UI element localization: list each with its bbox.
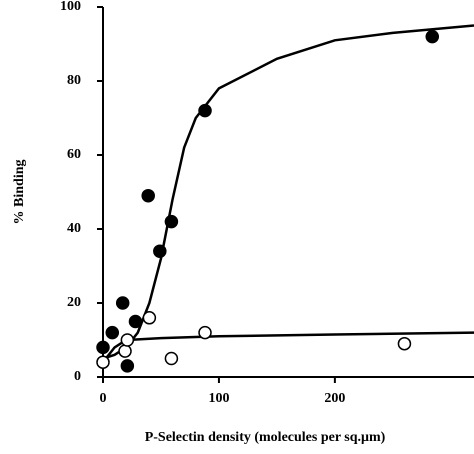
data-point <box>425 29 440 44</box>
data-point <box>141 188 155 203</box>
data-point <box>142 311 157 325</box>
data-point <box>105 325 120 340</box>
data-point <box>128 314 143 329</box>
data-point <box>198 325 212 340</box>
data-point <box>198 103 212 118</box>
y-tick-label: 80 <box>67 73 81 88</box>
x-axis-label: P-Selectin density (molecules per sq.μm) <box>145 430 386 445</box>
y-tick-label: 100 <box>60 0 81 14</box>
data-point <box>120 333 135 347</box>
fit-curve <box>102 331 474 363</box>
data-point <box>96 355 110 369</box>
data-point <box>118 344 132 358</box>
y-tick-label: 60 <box>67 147 81 162</box>
y-tick-label: 20 <box>67 295 81 310</box>
x-tick-label: 200 <box>324 391 345 406</box>
data-point <box>164 351 179 366</box>
data-point <box>115 296 130 310</box>
data-point <box>164 214 179 229</box>
data-point <box>96 340 110 355</box>
y-tick-label: 0 <box>74 369 81 384</box>
x-tick-label: 0 <box>100 391 107 406</box>
y-tick-label: 40 <box>67 221 81 236</box>
data-point <box>120 359 135 373</box>
data-point <box>397 336 412 351</box>
data-point <box>153 244 167 258</box>
y-axis-label: % Binding <box>12 160 27 225</box>
x-tick-label: 100 <box>208 391 229 406</box>
fit-curve <box>102 24 474 360</box>
